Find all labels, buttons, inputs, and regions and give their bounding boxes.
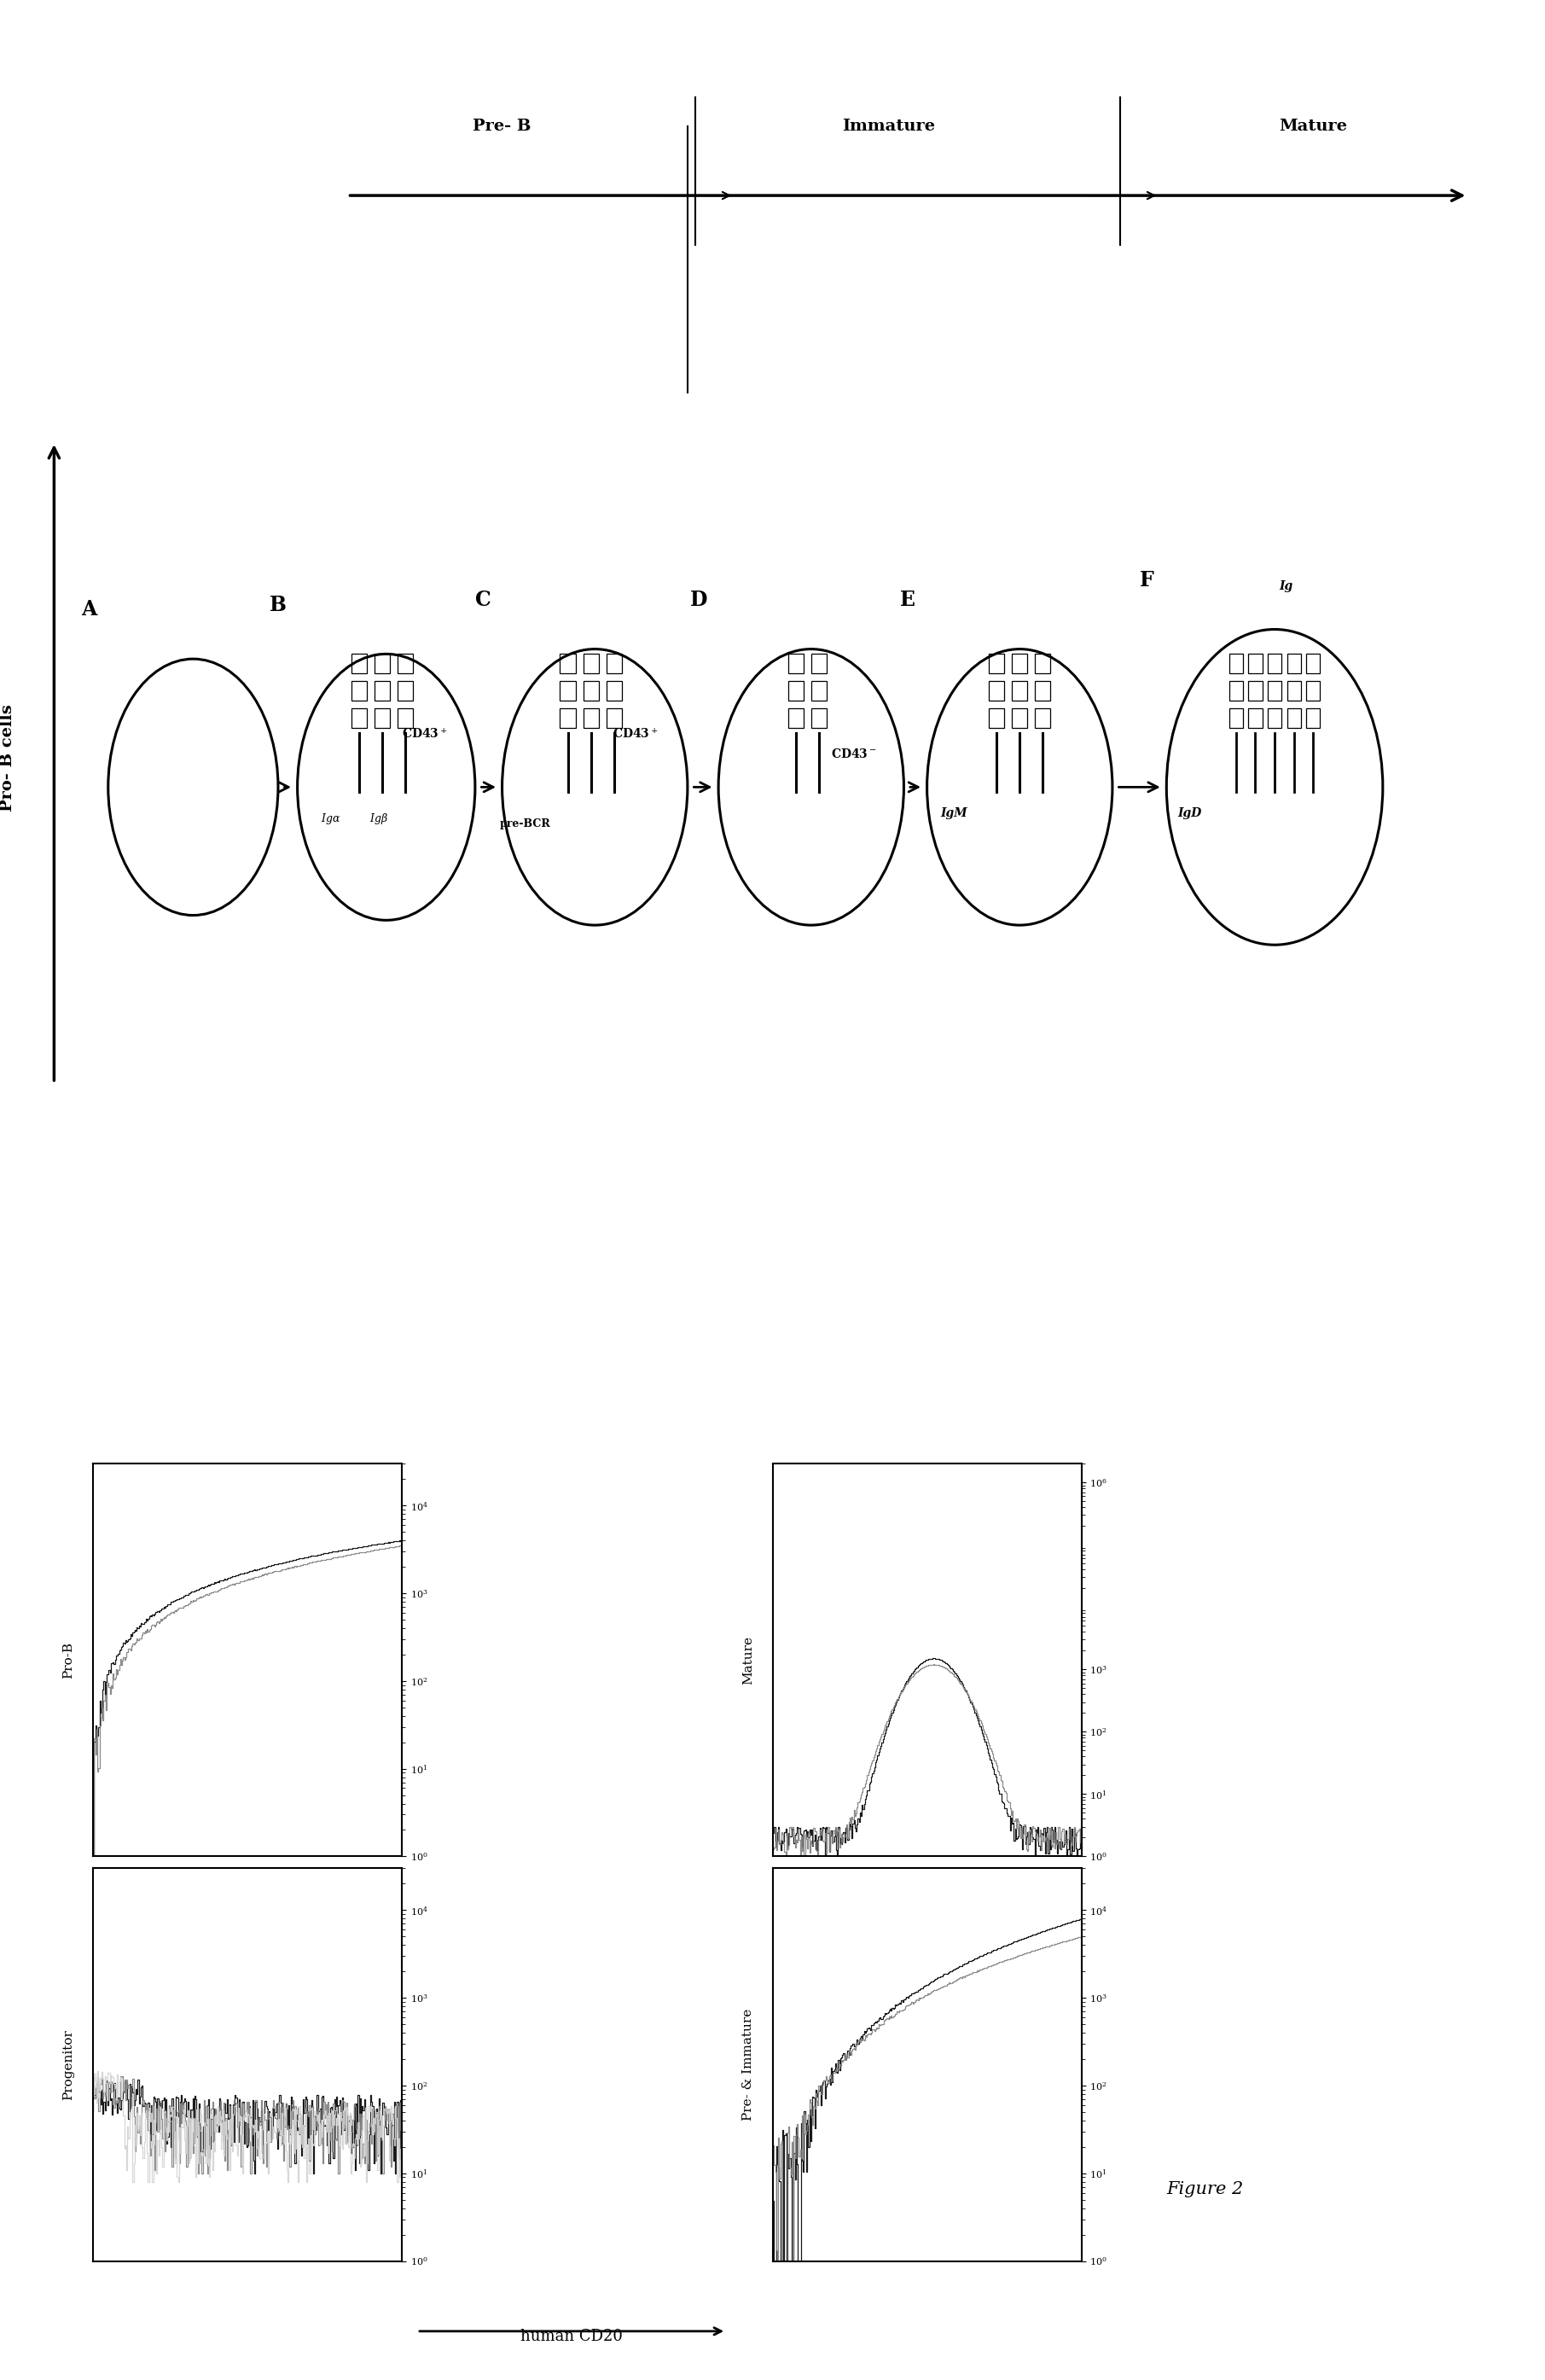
Text: IgD: IgD	[1177, 807, 1202, 819]
Text: Pro- B cells: Pro- B cells	[0, 704, 15, 812]
Bar	[561, 654, 576, 674]
Bar	[1287, 681, 1301, 700]
Bar	[1287, 654, 1301, 674]
Bar	[399, 681, 414, 700]
Bar	[811, 681, 827, 700]
Text: Immature: Immature	[842, 119, 935, 133]
Bar	[1307, 654, 1321, 674]
Bar	[1248, 654, 1262, 674]
Text: Ig$\beta$: Ig$\beta$	[369, 812, 388, 826]
Bar	[1012, 654, 1027, 674]
Text: pre-BCR: pre-BCR	[501, 819, 550, 828]
Bar	[561, 681, 576, 700]
Bar	[607, 681, 623, 700]
Bar	[788, 709, 803, 728]
Bar	[1307, 709, 1321, 728]
Bar	[1248, 681, 1262, 700]
Bar	[1012, 681, 1027, 700]
Text: Mature: Mature	[742, 1635, 754, 1685]
Text: F: F	[1140, 569, 1154, 590]
Bar	[1268, 654, 1282, 674]
Text: CD43$^+$: CD43$^+$	[612, 726, 658, 740]
Bar	[1035, 681, 1051, 700]
Bar	[375, 681, 391, 700]
Bar	[584, 654, 599, 674]
Bar	[375, 654, 391, 674]
Bar	[989, 681, 1004, 700]
Ellipse shape	[718, 650, 904, 926]
Bar	[1287, 709, 1301, 728]
Text: human CD20: human CD20	[521, 2330, 623, 2344]
Bar	[375, 709, 391, 728]
Text: Mature: Mature	[1279, 119, 1347, 133]
Text: Ig: Ig	[1279, 581, 1293, 593]
Ellipse shape	[1166, 628, 1383, 945]
Ellipse shape	[502, 650, 688, 926]
Bar	[399, 654, 414, 674]
Bar	[1012, 709, 1027, 728]
Text: D: D	[691, 590, 708, 609]
Bar	[1307, 681, 1321, 700]
Text: Pre- & Immature: Pre- & Immature	[742, 2009, 754, 2121]
Ellipse shape	[108, 659, 278, 916]
Bar	[352, 681, 368, 700]
Bar	[811, 709, 827, 728]
Text: IgM: IgM	[941, 807, 967, 819]
Bar	[1268, 681, 1282, 700]
Text: CD43$^-$: CD43$^-$	[831, 747, 876, 759]
Ellipse shape	[298, 654, 476, 921]
Text: E: E	[901, 590, 915, 609]
Bar	[584, 681, 599, 700]
Bar	[561, 709, 576, 728]
Bar	[352, 709, 368, 728]
Bar	[989, 654, 1004, 674]
Bar	[1230, 681, 1244, 700]
Bar	[788, 654, 803, 674]
Text: C: C	[474, 590, 491, 609]
Text: Pre- B: Pre- B	[473, 119, 531, 133]
Bar	[607, 654, 623, 674]
Text: Pro-B: Pro-B	[62, 1642, 74, 1678]
Bar	[352, 654, 368, 674]
Bar	[989, 709, 1004, 728]
Bar	[1268, 709, 1282, 728]
Text: CD43$^+$: CD43$^+$	[402, 726, 448, 740]
Bar	[1230, 709, 1244, 728]
Bar	[1248, 709, 1262, 728]
Bar	[811, 654, 827, 674]
Bar	[399, 709, 414, 728]
Bar	[584, 709, 599, 728]
Text: Ig$\alpha$: Ig$\alpha$	[321, 812, 340, 826]
Ellipse shape	[927, 650, 1112, 926]
Bar	[1035, 654, 1051, 674]
Text: B: B	[270, 595, 286, 614]
Bar	[788, 681, 803, 700]
Text: Progenitor: Progenitor	[62, 2030, 74, 2099]
Bar	[1230, 654, 1244, 674]
Bar	[607, 709, 623, 728]
Bar	[1035, 709, 1051, 728]
Text: A: A	[80, 600, 97, 619]
Text: Figure 2: Figure 2	[1166, 2182, 1244, 2197]
